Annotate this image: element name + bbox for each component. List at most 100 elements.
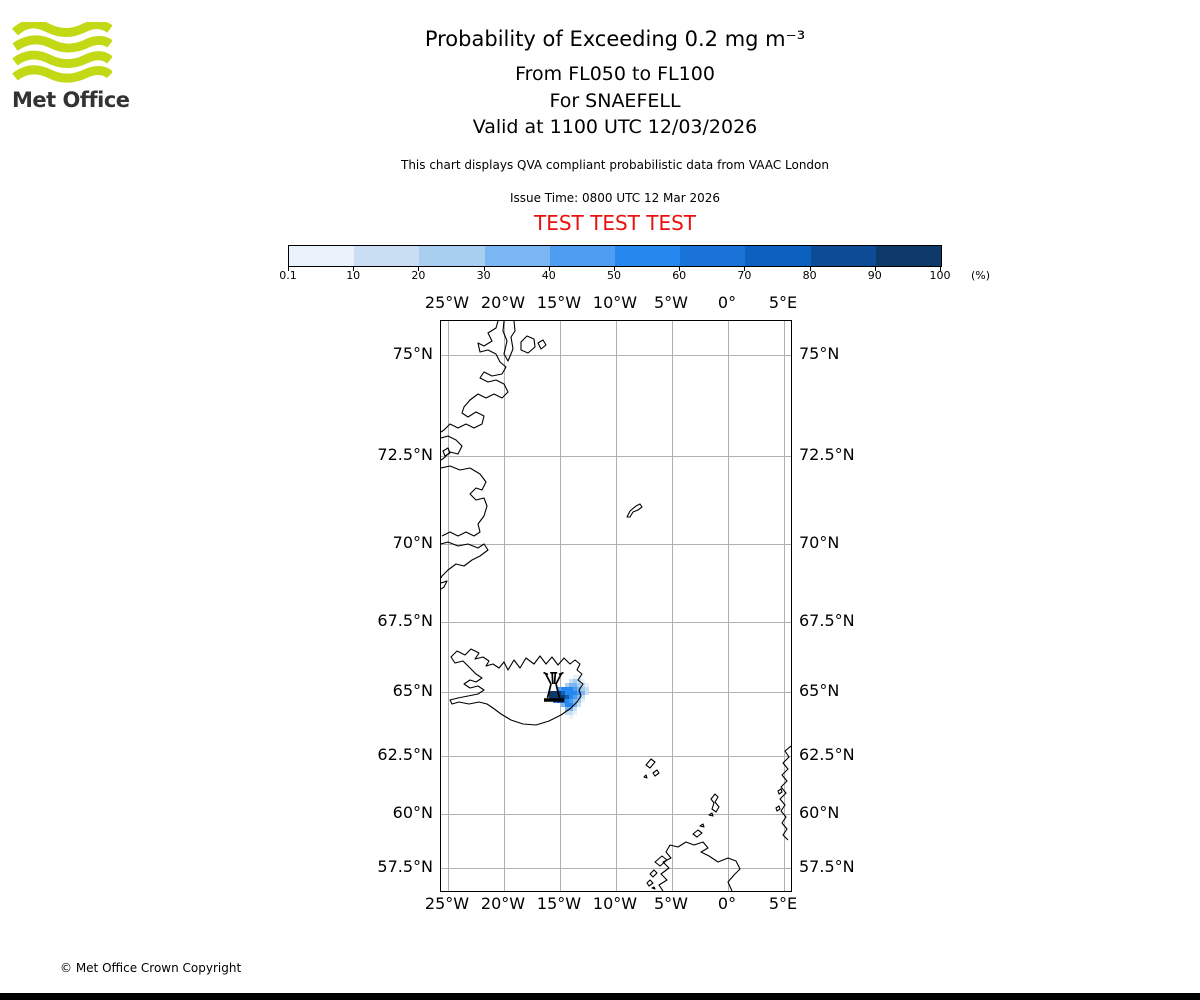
ash-cell	[573, 687, 577, 691]
lon-label-top: 5°W	[654, 293, 688, 312]
test-banner: TEST TEST TEST	[533, 211, 696, 235]
lat-label-left: 57.5°N	[377, 857, 433, 876]
iceland-coast	[449, 648, 584, 726]
hebrides-islands	[646, 879, 654, 887]
lat-label-left: 70°N	[392, 533, 433, 552]
lon-label-bottom: 5°W	[654, 894, 688, 913]
colorbar-segment-40-50	[549, 246, 616, 266]
ash-cell	[565, 695, 569, 699]
lat-label-left: 65°N	[392, 681, 433, 700]
greenland-coast	[441, 465, 488, 537]
lon-label-top: 5°E	[768, 293, 798, 312]
lat-label-right: 62.5°N	[799, 745, 855, 764]
lon-label-bottom: 10°W	[592, 894, 638, 913]
colorbar-segment-20-30	[419, 246, 485, 266]
qva-compliance-note: This chart displays QVA compliant probab…	[401, 158, 829, 172]
colorbar-tick-label: 50	[607, 269, 621, 282]
ash-cell	[569, 711, 573, 715]
ash-cell	[569, 707, 573, 711]
graticule-meridian	[616, 321, 617, 891]
colorbar-tick-label: 30	[476, 269, 491, 282]
ash-cell	[577, 691, 581, 695]
norway-coast	[779, 745, 791, 841]
orkney-islands	[692, 829, 703, 838]
graticule-meridian	[672, 321, 673, 891]
ash-cell	[549, 691, 553, 695]
ash-cell	[581, 687, 585, 691]
graticule-meridian	[728, 321, 729, 891]
ash-cell	[573, 679, 577, 683]
colorbar-tick-label: 60	[672, 269, 687, 282]
graticule-meridian	[448, 321, 449, 891]
map-frame	[440, 320, 792, 892]
greenland-coast	[441, 580, 448, 590]
ash-cell	[585, 691, 589, 695]
met-office-logo-text: Met Office	[12, 88, 130, 112]
graticule-parallel	[441, 756, 791, 757]
graticule-meridian	[504, 321, 505, 891]
ash-cell	[561, 687, 565, 691]
graticule-parallel	[441, 355, 791, 356]
ash-cell	[565, 703, 569, 707]
colorbar-tick-label: 10	[346, 269, 361, 282]
lon-label-bottom: 20°W	[480, 894, 526, 913]
ash-cell	[577, 683, 581, 687]
colorbar-tick-label: 40	[541, 269, 556, 282]
ash-cell	[573, 683, 577, 687]
subtitle-valid-time: Valid at 1100 UTC 12/03/2026	[472, 116, 758, 138]
ash-cell	[549, 695, 553, 699]
ash-cell	[569, 687, 573, 691]
ash-cell	[581, 691, 585, 695]
subtitle-flight-levels: From FL050 to FL100	[515, 63, 715, 85]
graticule-parallel	[441, 814, 791, 815]
colorbar-segment-60-70	[680, 246, 746, 266]
issue-time: Issue Time: 0800 UTC 12 Mar 2026	[509, 191, 721, 205]
ash-cell	[573, 703, 577, 707]
ash-cell	[557, 687, 561, 691]
colorbar-tick	[744, 267, 746, 271]
lon-label-bottom: 0°	[717, 894, 737, 913]
page-title: Probability of Exceeding 0.2 mg m⁻³	[424, 27, 806, 51]
hebrides-islands	[651, 886, 656, 890]
greenland-coast	[502, 321, 516, 362]
ash-cell	[553, 691, 557, 695]
colorbar-tick-label: 0.1	[279, 269, 297, 282]
norway-island	[775, 805, 781, 812]
graticule-parallel	[441, 544, 791, 545]
lat-label-right: 75°N	[799, 344, 840, 363]
colorbar-segment-70-80	[745, 246, 811, 266]
lat-label-left: 62.5°N	[377, 745, 433, 764]
coastlines	[441, 321, 791, 891]
lat-label-right: 60°N	[799, 803, 840, 822]
colorbar-tick-label: 20	[411, 269, 426, 282]
ash-cell	[565, 683, 569, 687]
faroe-islands	[652, 769, 660, 777]
met-office-logo: Met Office	[12, 22, 132, 112]
faroe-islands	[645, 758, 656, 769]
ash-cell	[573, 699, 577, 703]
colorbar-tick	[353, 267, 355, 271]
colorbar-segment-10-20	[354, 246, 420, 266]
ash-cell	[565, 707, 569, 711]
lon-label-bottom: 15°W	[536, 894, 582, 913]
lon-label-bottom: 25°W	[424, 894, 470, 913]
colorbar-segment-80-90	[810, 246, 876, 266]
lon-label-top: 20°W	[480, 293, 526, 312]
ash-cell	[561, 695, 565, 699]
hebrides-islands	[654, 855, 668, 867]
lon-label-top: 25°W	[424, 293, 470, 312]
graticule-meridian	[560, 321, 561, 891]
colorbar-tick	[483, 267, 485, 271]
colorbar-tick-label: 90	[867, 269, 882, 282]
colorbar-unit-label: (%)	[971, 269, 991, 282]
colorbar-segment-90-100	[875, 246, 942, 266]
ash-cell	[569, 691, 573, 695]
ash-cell	[569, 695, 573, 699]
bottom-edge-bar	[0, 993, 1200, 1000]
lat-label-left: 67.5°N	[377, 611, 433, 630]
greenland-coast	[441, 435, 463, 461]
lat-label-right: 72.5°N	[799, 445, 855, 464]
ash-cell	[577, 695, 581, 699]
colorbar-tick-label: 70	[737, 269, 752, 282]
